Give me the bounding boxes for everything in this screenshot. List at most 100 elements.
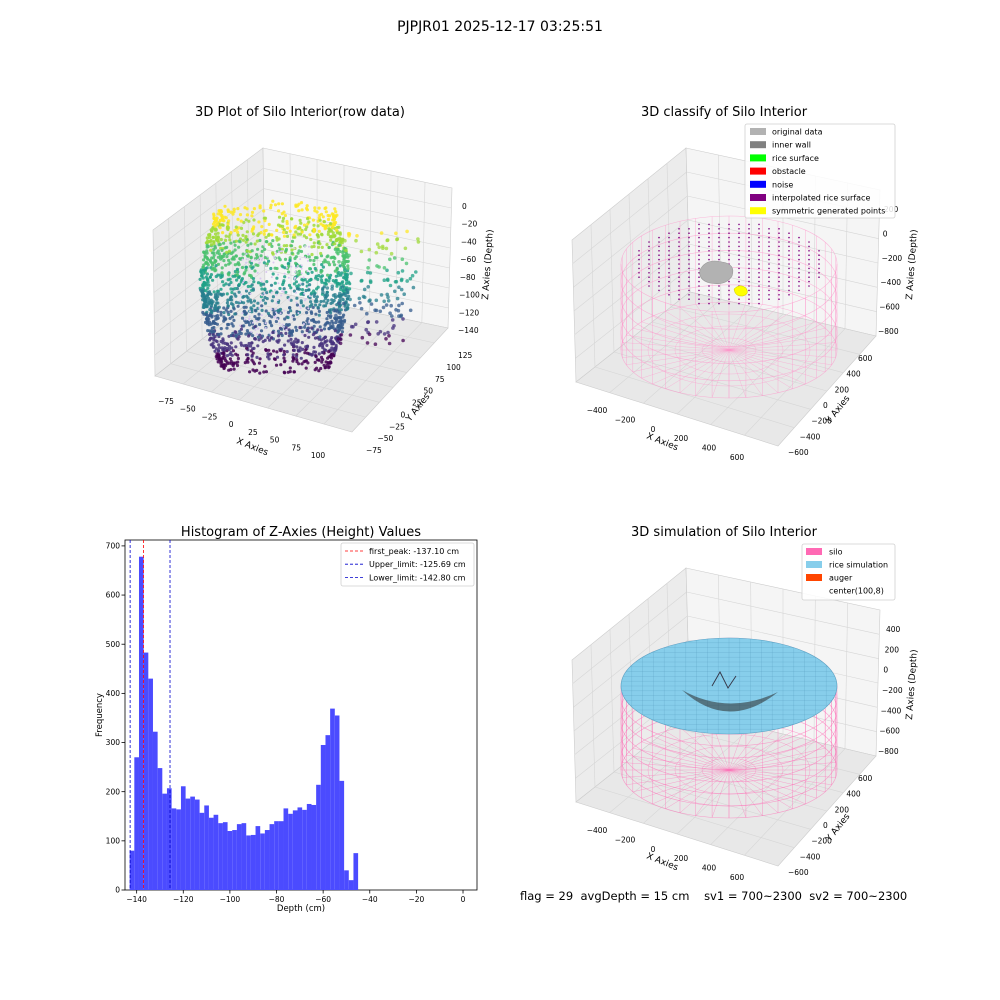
scatter-point	[344, 281, 349, 286]
scatter-point	[313, 336, 318, 340]
scatter-point	[313, 331, 317, 335]
scatter-point	[374, 320, 379, 324]
scatter-point	[262, 319, 266, 323]
scatter-point	[225, 346, 229, 351]
scatter-point	[222, 306, 226, 310]
interpolated-point	[668, 272, 670, 274]
scatter-point	[295, 284, 299, 288]
interpolated-point	[658, 263, 660, 265]
scatter-point	[269, 203, 273, 207]
scatter-point	[286, 370, 290, 374]
scatter-point	[311, 218, 315, 222]
sim-z-tick-label: −800	[878, 747, 899, 756]
scatter-point	[269, 206, 273, 210]
scatter-point	[290, 248, 294, 252]
scatter-point	[392, 256, 397, 260]
scatter-point	[267, 357, 271, 361]
legend-label: obstacle	[772, 167, 806, 176]
scatter-point	[317, 352, 321, 356]
scatter-point	[298, 305, 301, 308]
scatter-point	[228, 316, 232, 320]
scatter-point	[352, 303, 357, 308]
interpolated-point	[718, 250, 720, 252]
scatter-point	[267, 222, 271, 226]
scatter-point	[229, 280, 233, 285]
scatter-point	[311, 305, 315, 309]
scatter-point	[287, 283, 292, 287]
scatter-point	[210, 261, 214, 265]
scatter-point	[221, 351, 225, 355]
raw-x-tick-label: 50	[270, 436, 280, 445]
scatter-point	[227, 344, 231, 348]
histogram-bar	[250, 834, 256, 890]
scatter-point	[394, 231, 398, 236]
interpolated-point	[638, 250, 640, 252]
interpolated-point	[708, 285, 710, 287]
scatter-point	[305, 204, 309, 208]
scatter-point	[317, 216, 321, 220]
sim-z-tick-label: 0	[883, 666, 888, 675]
scatter-point	[222, 354, 226, 358]
interpolated-point	[658, 272, 660, 274]
scatter-point	[267, 353, 271, 357]
interpolated-point	[728, 258, 730, 261]
scatter-point	[265, 280, 269, 284]
simulation-panel: 3D simulation of Silo Interior −400 −200 0…	[571, 525, 920, 882]
scatter-point	[255, 320, 258, 323]
classify-x-tick-label: 200	[674, 434, 689, 443]
interpolated-point	[748, 285, 750, 287]
scatter-point	[240, 265, 245, 270]
figure-title: PJPJR01 2025-12-17 03:25:51	[397, 19, 603, 35]
scatter-point	[368, 279, 373, 283]
scatter-point	[330, 298, 334, 302]
scatter-point	[322, 299, 326, 303]
scatter-point	[264, 235, 268, 239]
interpolated-point	[708, 223, 710, 226]
scatter-point	[266, 255, 269, 258]
interpolated-point	[738, 228, 740, 230]
scatter-point	[282, 356, 286, 360]
scatter-point	[250, 330, 253, 333]
scatter-point	[321, 358, 325, 362]
scatter-point	[330, 346, 334, 350]
interpolated-point	[788, 280, 790, 283]
interpolated-point	[768, 228, 770, 230]
scatter-point	[244, 265, 248, 269]
scatter-point	[324, 281, 328, 285]
interpolated-point	[788, 236, 790, 239]
interpolated-point	[678, 254, 680, 256]
scatter-point	[226, 304, 230, 308]
scatter-point	[238, 213, 243, 217]
scatter-point	[365, 270, 370, 275]
scatter-point	[209, 336, 213, 340]
grid-line	[170, 363, 366, 418]
scatter-point	[312, 259, 316, 263]
scatter-point	[205, 272, 209, 276]
scatter-point	[202, 258, 206, 262]
scatter-point	[282, 291, 285, 293]
interpolated-point	[658, 241, 660, 243]
scatter-point	[298, 218, 302, 222]
scatter-point	[305, 344, 310, 348]
scatter-point	[339, 333, 344, 337]
classify-legend: original data inner wall rice surface obsta…	[744, 123, 896, 219]
scatter-point	[317, 369, 321, 373]
scatter-point	[229, 309, 233, 313]
scatter-point	[262, 229, 267, 233]
scatter-point	[226, 310, 230, 314]
scatter-point	[207, 290, 212, 294]
scatter-point	[223, 215, 227, 219]
scatter-point	[218, 211, 223, 215]
scatter-point	[304, 206, 309, 210]
scatter-point	[242, 301, 246, 305]
scatter-point	[210, 301, 214, 305]
scatter-point	[400, 269, 405, 273]
scatter-point	[301, 333, 304, 336]
scatter-point	[306, 361, 310, 365]
scatter-point	[329, 256, 333, 260]
interpolated-point	[668, 258, 670, 261]
scatter-point	[322, 348, 327, 352]
scatter-point	[227, 262, 231, 266]
interpolated-point	[668, 254, 670, 256]
scatter-point	[252, 321, 254, 324]
